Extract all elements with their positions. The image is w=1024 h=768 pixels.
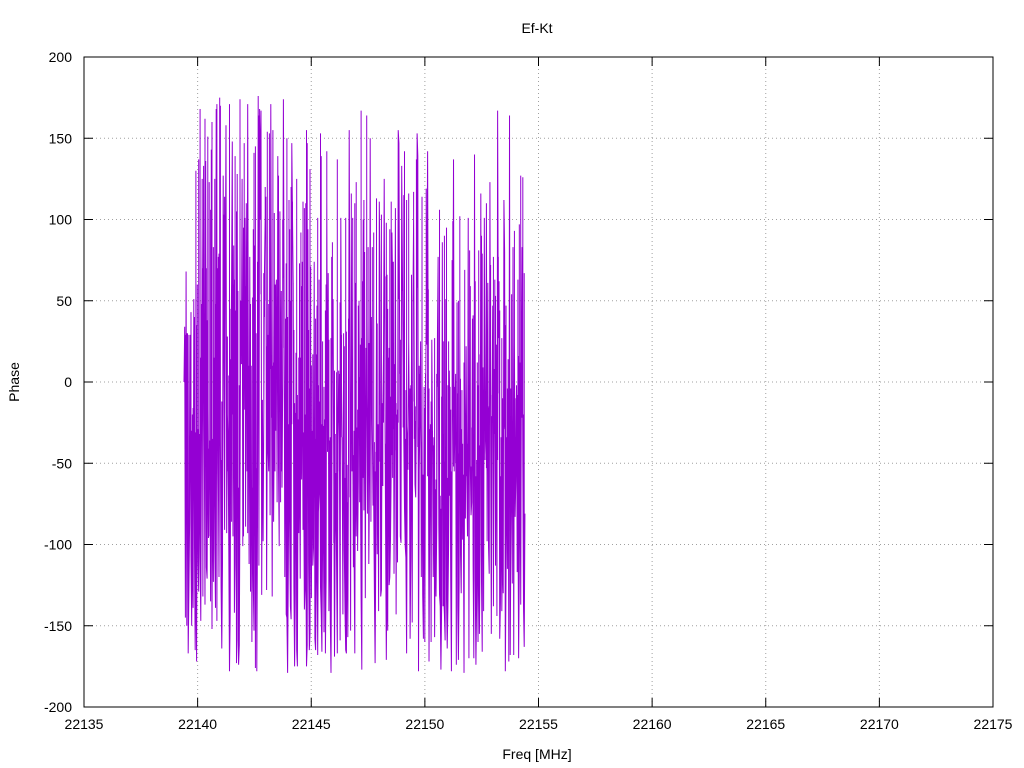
- y-tick-label: 50: [56, 293, 72, 309]
- x-tick-label: 22165: [746, 716, 785, 732]
- y-axis-ticks: -200 -150 -100 -50 0 50 100 150 200: [44, 49, 993, 715]
- y-tick-label: -50: [52, 455, 72, 471]
- x-tick-label: 22145: [292, 716, 331, 732]
- x-axis-label: Freq [MHz]: [502, 746, 571, 762]
- y-tick-label: -100: [44, 537, 72, 553]
- series-line: [183, 95, 526, 673]
- y-axis-label: Phase: [6, 362, 22, 402]
- y-tick-label: 0: [64, 374, 72, 390]
- y-tick-label: 150: [49, 130, 73, 146]
- x-tick-label: 22135: [65, 716, 104, 732]
- series-ef-kt: [183, 95, 526, 673]
- x-tick-label: 22160: [633, 716, 672, 732]
- x-tick-label: 22155: [519, 716, 558, 732]
- x-tick-label: 22170: [860, 716, 899, 732]
- y-tick-label: 200: [49, 49, 73, 65]
- x-tick-label: 22175: [974, 716, 1013, 732]
- y-tick-label: -200: [44, 699, 72, 715]
- y-tick-label: 100: [49, 212, 73, 228]
- x-tick-label: 22150: [405, 716, 444, 732]
- chart-title: Ef-Kt: [521, 20, 552, 36]
- x-axis-ticks: 22135 22140 22145 22150 22155 22160 22165 22170…: [65, 57, 1013, 732]
- y-tick-label: -150: [44, 618, 72, 634]
- x-tick-label: 22140: [178, 716, 217, 732]
